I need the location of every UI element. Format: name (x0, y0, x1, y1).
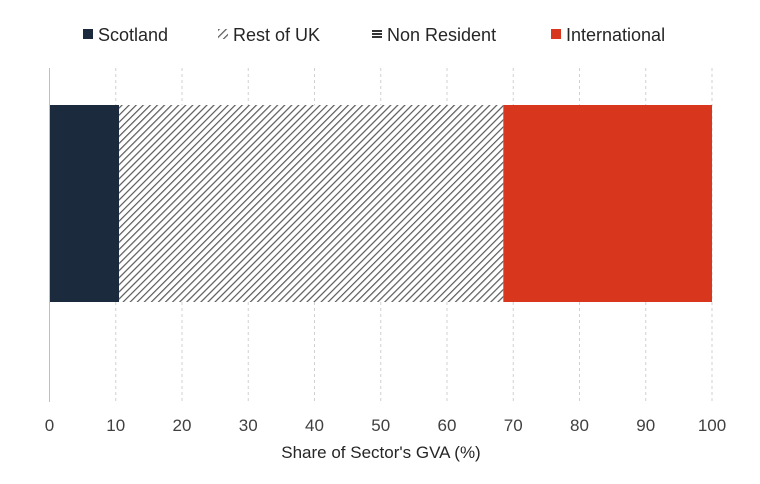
legend-item-international: International (551, 25, 665, 45)
bar-segment-international (503, 105, 712, 302)
x-axis-ticks: 0 10 20 30 40 50 60 70 80 90 100 (45, 416, 726, 435)
x-tick-label: 70 (504, 416, 523, 435)
legend-swatch-scotland (83, 29, 93, 39)
x-tick-label: 10 (106, 416, 125, 435)
x-tick-label: 90 (636, 416, 655, 435)
x-axis-title: Share of Sector's GVA (%) (281, 443, 480, 462)
legend-item-non-resident: Non Resident (372, 25, 496, 45)
bars (49, 105, 712, 302)
x-tick-label: 50 (371, 416, 390, 435)
legend-label: International (566, 25, 665, 45)
x-tick-label: 80 (570, 416, 589, 435)
legend-swatch-non-resident (372, 29, 382, 39)
x-tick-label: 20 (173, 416, 192, 435)
bar-segment-scotland (49, 105, 120, 302)
legend-label: Non Resident (387, 25, 496, 45)
x-tick-label: 100 (698, 416, 726, 435)
legend-item-rest-of-uk: Rest of UK (218, 25, 320, 45)
legend-item-scotland: Scotland (83, 25, 168, 45)
legend-label: Rest of UK (233, 25, 320, 45)
x-tick-label: 30 (239, 416, 258, 435)
x-tick-label: 0 (45, 416, 54, 435)
legend: Scotland Rest of UK Non Resident Internatio… (83, 25, 665, 45)
x-tick-label: 40 (305, 416, 324, 435)
legend-swatch-international (551, 29, 561, 39)
legend-swatch-rest-of-uk (218, 29, 228, 39)
legend-label: Scotland (98, 25, 168, 45)
x-tick-label: 60 (438, 416, 457, 435)
bar-segment-rest-of-uk (119, 105, 504, 302)
